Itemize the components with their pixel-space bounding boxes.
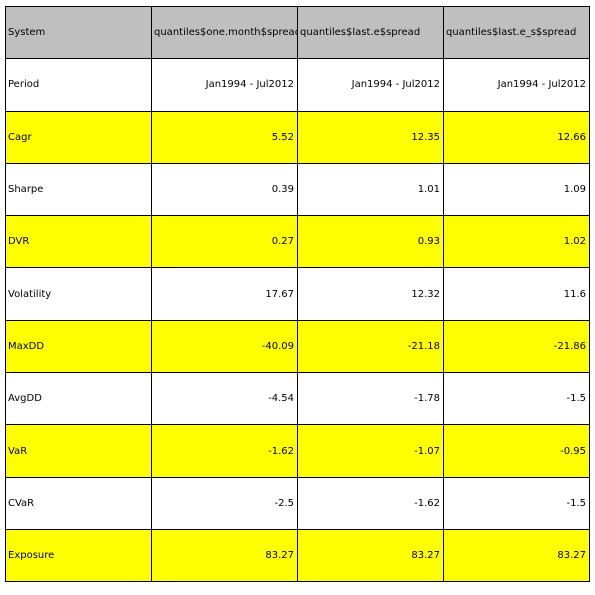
row-label: MaxDD xyxy=(5,319,152,374)
table-cell: -1.62 xyxy=(297,476,444,530)
row-label: CVaR xyxy=(5,476,152,530)
table-cell: 12.32 xyxy=(297,267,444,321)
table-cell: 1.01 xyxy=(297,162,444,217)
table-cell: 5.52 xyxy=(151,110,298,164)
table-row: AvgDD -4.54 -1.78 -1.5 xyxy=(5,372,590,426)
table-cell: -1.07 xyxy=(297,424,444,478)
table-row: Sharpe 0.39 1.01 1.09 xyxy=(5,162,590,217)
table-cell: -0.95 xyxy=(443,424,590,478)
table-cell: 0.93 xyxy=(297,215,444,269)
row-label: Period xyxy=(5,58,152,112)
header-cell-last-e-s-spread: quantiles$last.e_s$spread xyxy=(443,5,590,60)
table-cell: 12.66 xyxy=(443,110,590,164)
table-row: VaR -1.62 -1.07 -0.95 xyxy=(5,424,590,478)
row-label: VaR xyxy=(5,424,152,478)
table-cell: -1.78 xyxy=(297,372,444,426)
table-row: Cagr 5.52 12.35 12.66 xyxy=(5,110,590,164)
table-cell: 1.09 xyxy=(443,162,590,217)
table-cell: 83.27 xyxy=(443,528,590,583)
table-cell: Jan1994 - Jul2012 xyxy=(151,58,298,112)
table-cell: Jan1994 - Jul2012 xyxy=(297,58,444,112)
row-label: DVR xyxy=(5,215,152,269)
table-cell: -1.5 xyxy=(443,372,590,426)
table-cell: Jan1994 - Jul2012 xyxy=(443,58,590,112)
table-cell: -21.18 xyxy=(297,319,444,374)
table-cell: -4.54 xyxy=(151,372,298,426)
table-cell: 0.39 xyxy=(151,162,298,217)
table-cell: 1.02 xyxy=(443,215,590,269)
row-label: Sharpe xyxy=(5,162,152,217)
header-cell-last-e-spread: quantiles$last.e$spread xyxy=(297,5,444,60)
table-cell: -1.62 xyxy=(151,424,298,478)
table-cell: 83.27 xyxy=(297,528,444,583)
table-cell: 11.6 xyxy=(443,267,590,321)
table-row: Volatility 17.67 12.32 11.6 xyxy=(5,267,590,321)
header-cell-one-month-spread: quantiles$one.month$spread xyxy=(151,5,298,60)
table-cell: 12.35 xyxy=(297,110,444,164)
table-cell: -21.86 xyxy=(443,319,590,374)
row-label: Volatility xyxy=(5,267,152,321)
table-row: DVR 0.27 0.93 1.02 xyxy=(5,215,590,269)
table-body: Period Jan1994 - Jul2012 Jan1994 - Jul2012… xyxy=(5,58,590,583)
table-cell: -1.5 xyxy=(443,476,590,530)
table-row: CVaR -2.5 -1.62 -1.5 xyxy=(5,476,590,530)
table-cell: 83.27 xyxy=(151,528,298,583)
table-cell: 17.67 xyxy=(151,267,298,321)
table-row: Exposure 83.27 83.27 83.27 xyxy=(5,528,590,583)
row-label: Exposure xyxy=(5,528,152,583)
table-row: MaxDD -40.09 -21.18 -21.86 xyxy=(5,319,590,374)
row-label: Cagr xyxy=(5,110,152,164)
row-label: AvgDD xyxy=(5,372,152,426)
table-cell: -40.09 xyxy=(151,319,298,374)
table-cell: -2.5 xyxy=(151,476,298,530)
header-cell-system: System xyxy=(5,5,152,60)
table-header-row: System quantiles$one.month$spread quanti… xyxy=(5,5,590,60)
table-row: Period Jan1994 - Jul2012 Jan1994 - Jul2012… xyxy=(5,58,590,112)
table-cell: 0.27 xyxy=(151,215,298,269)
performance-table: System quantiles$one.month$spread quanti… xyxy=(5,5,590,583)
